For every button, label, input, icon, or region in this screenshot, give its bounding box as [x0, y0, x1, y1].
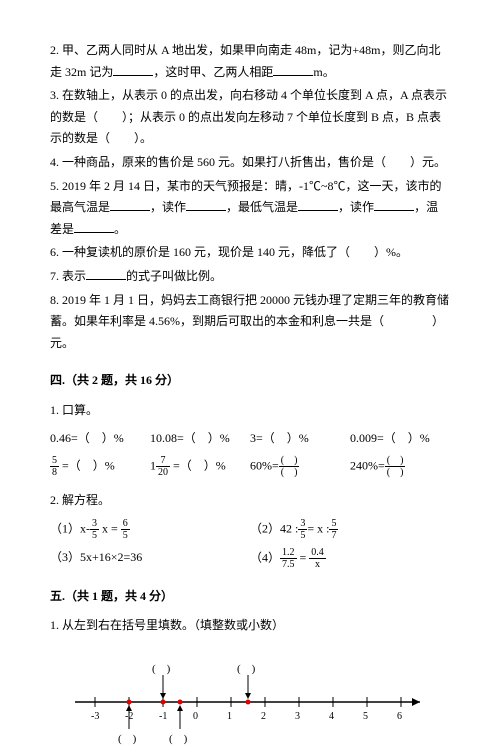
svg-text:1: 1	[227, 711, 232, 722]
number-line: -3-2-10123456 ( ) ( ) ( ) ( )	[70, 657, 430, 747]
eq-row2: （3）5x+16×2=36 （4）1.27.5 = 0.4x	[50, 547, 450, 570]
svg-text:( ): ( )	[152, 663, 171, 675]
r2c3: 60%=( )( )	[250, 455, 350, 478]
q5d: ，读作	[338, 200, 374, 214]
svg-text:( ): ( )	[118, 733, 137, 745]
q7-blank[interactable]	[86, 267, 126, 280]
number-line-svg: -3-2-10123456 ( ) ( ) ( ) ( )	[70, 657, 430, 747]
q6-text: 6. 一种复读机的原价是 160 元，现价是 140 元，降低了（ ）%。	[50, 242, 450, 264]
q5-b1[interactable]	[110, 198, 150, 211]
q2b: ，这时甲、乙两人相距	[153, 65, 273, 79]
q7a: 7. 表示	[50, 269, 86, 283]
q2-blank2[interactable]	[273, 63, 313, 76]
svg-text:5: 5	[363, 711, 368, 722]
svg-text:( ): ( )	[237, 663, 256, 675]
section4-title: 四.（共 2 题，共 16 分）	[50, 370, 450, 392]
q5b: ，读作	[150, 200, 186, 214]
r2c1: 58 =（ ）%	[50, 455, 150, 478]
svg-text:6: 6	[397, 711, 402, 722]
q5-b3[interactable]	[298, 198, 338, 211]
calc-row2: 58 =（ ）% 1720 =（ ）% 60%=( )( ) 240%=( )(…	[50, 455, 450, 478]
calc-row1: 0.46=（ ）% 10.08=（ ）% 3=（ ）% 0.009=（ ）%	[50, 428, 450, 450]
r1c4: 0.009=（ ）%	[350, 428, 450, 450]
q3-text: 3. 在数轴上，从表示 0 的点出发，向右移动 4 个单位长度到 A 点，A 点…	[50, 85, 450, 150]
svg-text:3: 3	[295, 711, 300, 722]
s4q2: 2. 解方程。	[50, 490, 450, 512]
r1c2: 10.08=（ ）%	[150, 428, 250, 450]
q5f: 。	[114, 222, 126, 236]
eq-row1: （1）x-35 x = 65 （2）42 :35= x :57	[50, 518, 450, 541]
eq2: （2）42 :35= x :57	[250, 518, 450, 541]
eq3: （3）5x+16×2=36	[50, 547, 250, 570]
s4q1: 1. 口算。	[50, 400, 450, 422]
q5c: ，最低气温是	[226, 200, 298, 214]
svg-text:( ): ( )	[169, 733, 188, 745]
section5-title: 五.（共 1 题，共 4 分）	[50, 586, 450, 608]
q8-text: 8. 2019 年 1 月 1 日，妈妈去工商银行把 20000 元钱办理了定期…	[50, 290, 450, 355]
q5-b4[interactable]	[374, 198, 414, 211]
svg-text:-1: -1	[159, 711, 167, 722]
q2c: m。	[313, 65, 334, 79]
q5-b2[interactable]	[186, 198, 226, 211]
r2c4: 240%=( )( )	[350, 455, 450, 478]
eq1: （1）x-35 x = 65	[50, 518, 250, 541]
svg-text:-3: -3	[91, 711, 99, 722]
s5q1: 1. 从左到右在括号里填数。（填整数或小数）	[50, 615, 450, 637]
r2c2: 1720 =（ ）%	[150, 455, 250, 478]
q5-b5[interactable]	[74, 220, 114, 233]
q4-text: 4. 一种商品，原来的售价是 560 元。如果打八折售出，售价是（ ）元。	[50, 152, 450, 174]
svg-text:2: 2	[261, 711, 266, 722]
r1c1: 0.46=（ ）%	[50, 428, 150, 450]
q2-blank1[interactable]	[113, 63, 153, 76]
q7b: 的式子叫做比例。	[126, 269, 222, 283]
svg-text:0: 0	[193, 711, 198, 722]
eq4: （4）1.27.5 = 0.4x	[250, 547, 450, 570]
r1c3: 3=（ ）%	[250, 428, 350, 450]
svg-text:4: 4	[329, 711, 334, 722]
